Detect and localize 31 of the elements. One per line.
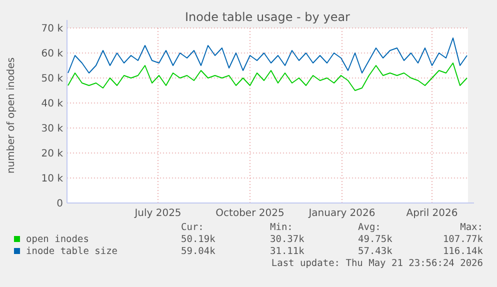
legend-label: open inodes bbox=[26, 234, 89, 245]
y-tick-label: 50 k bbox=[41, 74, 64, 84]
x-tick-label: January 2026 bbox=[308, 208, 376, 219]
legend-label: inode table size bbox=[26, 246, 118, 257]
text: 57.43k bbox=[358, 246, 393, 257]
y-tick-label: 30 k bbox=[41, 124, 64, 134]
y-tick-label: 40 k bbox=[41, 98, 64, 110]
y-tick-label: 0 bbox=[56, 198, 63, 210]
y-tick-label: 10 k bbox=[41, 174, 64, 184]
text: 116.14k bbox=[442, 246, 484, 257]
text: 59.04k bbox=[181, 246, 216, 257]
y-axis-title: number of open inodes bbox=[6, 57, 17, 174]
text: 49.75k bbox=[358, 234, 393, 245]
text: Max: bbox=[460, 222, 483, 233]
text: 107.77k bbox=[442, 234, 484, 245]
text: 31.11k bbox=[270, 246, 305, 257]
text: 50.19k bbox=[181, 234, 216, 245]
y-tick-label: 20 k bbox=[41, 148, 64, 160]
x-tick-label: October 2025 bbox=[216, 208, 284, 219]
text: Min: bbox=[270, 222, 293, 233]
line-series bbox=[68, 62, 468, 91]
text: Last update: Thu May 21 23:56:24 2026 bbox=[271, 258, 484, 269]
text: Cur: bbox=[181, 222, 204, 233]
x-tick-label: July 2025 bbox=[134, 208, 182, 219]
chart-title: Inode table usage - by year bbox=[185, 10, 350, 24]
line-series bbox=[68, 38, 468, 74]
text: 30.37k bbox=[270, 234, 305, 245]
x-tick-label: April 2026 bbox=[406, 208, 458, 219]
y-tick-label: 60 k bbox=[41, 48, 64, 60]
y-tick-label: 70 k bbox=[41, 24, 64, 34]
text: Avg: bbox=[358, 222, 381, 233]
